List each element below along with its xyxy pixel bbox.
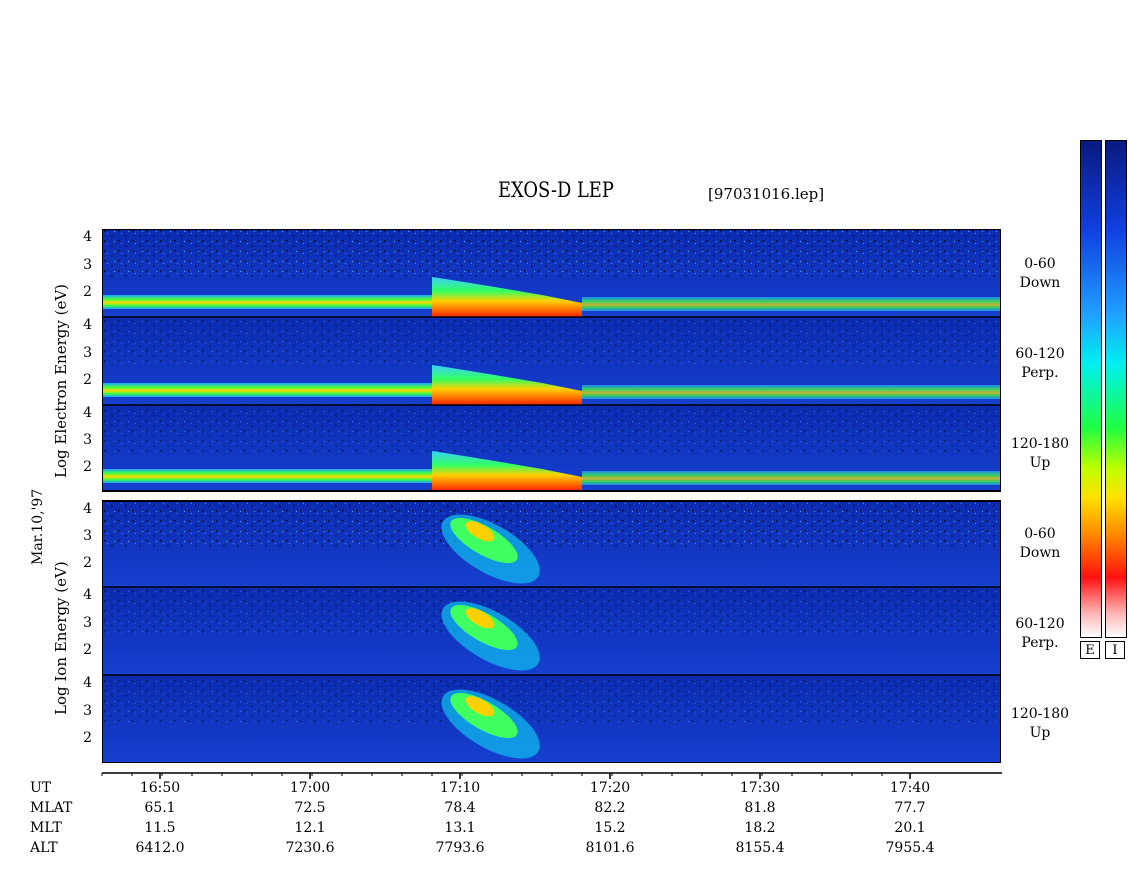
pitch-angle-label: 120-180 Up — [1010, 436, 1070, 471]
colorbar-label-e: E — [1080, 641, 1100, 659]
y-tick-label: 4 — [83, 675, 92, 691]
panel-6 — [102, 674, 1001, 763]
y-tick-label: 4 — [83, 405, 92, 421]
colorbar-label-i: I — [1105, 641, 1125, 659]
row-value: 15.2 — [594, 820, 626, 836]
panel-2 — [102, 316, 1001, 405]
y-tick-label: 4 — [83, 501, 92, 517]
row-label: MLAT — [30, 800, 73, 816]
y-tick-label: 4 — [83, 229, 92, 245]
row-value: 81.8 — [744, 800, 776, 816]
row-value: 82.2 — [594, 800, 626, 816]
row-value: 17:40 — [889, 780, 931, 796]
panel-1 — [102, 229, 1001, 317]
row-value: 11.5 — [144, 820, 176, 836]
time-axis — [101, 772, 1002, 779]
pitch-angle-label: 0-60 Down — [1019, 256, 1061, 291]
y-tick-label: 2 — [83, 458, 92, 475]
y-tick-label: 2 — [83, 284, 92, 300]
row-value: 17:30 — [739, 780, 781, 796]
y-tick-label: 3 — [83, 527, 92, 544]
row-value: 77.7 — [894, 800, 926, 816]
y-tick-label: 3 — [83, 614, 92, 631]
ion-ylabel: Log Ion Energy (eV) — [52, 561, 70, 715]
row-value: 18.2 — [744, 820, 776, 836]
pitch-angle-label: 0-60 Down — [1019, 526, 1061, 561]
row-label: UT — [30, 780, 52, 796]
row-value: 17:00 — [289, 780, 331, 796]
row-value: 65.1 — [144, 800, 176, 816]
pitch-angle-label: 120-180 Up — [1010, 706, 1070, 741]
y-tick-label: 2 — [83, 730, 92, 746]
y-tick-label: 3 — [83, 431, 92, 448]
y-tick-label: 2 — [83, 642, 92, 658]
row-value: 13.1 — [444, 820, 476, 836]
row-value: 78.4 — [444, 800, 476, 816]
y-tick-label: 2 — [83, 554, 92, 571]
spectrogram — [102, 229, 1001, 763]
row-value: 72.5 — [294, 800, 326, 816]
y-tick-label: 3 — [83, 702, 92, 719]
row-value: 8155.4 — [735, 840, 785, 856]
panel-4 — [102, 500, 1001, 587]
file-name: [97031016.lep] — [708, 185, 825, 203]
colorbar-electron — [1080, 140, 1102, 638]
row-value: 7955.4 — [885, 840, 935, 856]
pitch-angle-label: 60-120 Perp. — [1015, 346, 1065, 381]
pitch-angle-label: 60-120 Perp. — [1015, 616, 1065, 651]
electron-ylabel: Log Electron Energy (eV) — [52, 283, 70, 478]
row-value: 8101.6 — [585, 840, 635, 856]
y-tick-label: 3 — [83, 256, 92, 273]
row-value: 17:10 — [439, 780, 481, 796]
y-tick-label: 4 — [83, 317, 92, 333]
row-value: 12.1 — [294, 820, 326, 836]
row-value: 17:20 — [589, 780, 631, 796]
chart-title: EXOS-D LEP — [498, 178, 614, 202]
panel-5 — [102, 586, 1001, 675]
panel-3 — [102, 404, 1001, 491]
colorbar-ion — [1105, 140, 1127, 638]
row-value: 6412.0 — [135, 840, 185, 856]
row-label: MLT — [30, 820, 62, 836]
row-value: 7793.6 — [435, 840, 485, 856]
y-tick-label: 3 — [83, 344, 92, 361]
row-label: ALT — [30, 840, 58, 856]
y-tick-label: 4 — [83, 587, 92, 603]
date-label: Mar.10,'97 — [30, 488, 46, 565]
row-value: 20.1 — [894, 820, 926, 836]
row-value: 16:50 — [139, 780, 181, 796]
row-value: 7230.6 — [285, 840, 335, 856]
y-tick-label: 2 — [83, 372, 92, 388]
